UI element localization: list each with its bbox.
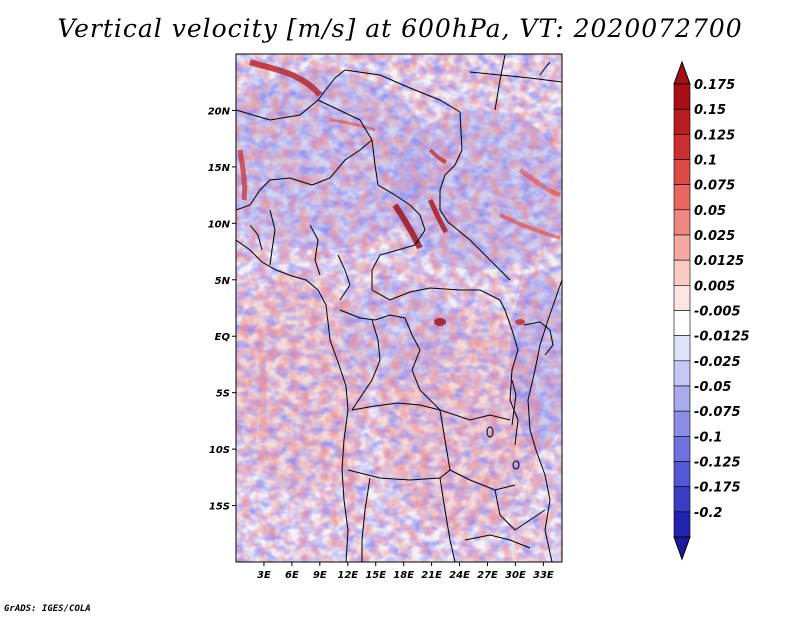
colorbar-label: 0.175	[694, 78, 735, 93]
lon-tick-label: 15E	[365, 570, 386, 581]
colorbar-label: -0.2	[694, 506, 722, 521]
colorbar-label: -0.125	[694, 456, 741, 471]
colorbar-swatch	[673, 410, 691, 437]
chart-title: Vertical velocity [m/s] at 600hPa, VT: 2…	[57, 14, 743, 43]
colorbar-swatch	[673, 83, 691, 110]
lat-tick-label: EQ	[215, 332, 231, 343]
colorbar-label: 0.075	[694, 179, 735, 194]
velocity-field	[236, 54, 562, 562]
lon-tick-label: 27E	[477, 570, 498, 581]
colorbar-swatch	[673, 209, 691, 236]
colorbar-label: -0.1	[694, 430, 722, 445]
lon-tick-label: 12E	[337, 570, 358, 581]
colorbar-swatch	[673, 159, 691, 185]
colorbar-label: 0.15	[694, 103, 726, 118]
colorbar-swatch	[673, 335, 691, 362]
lat-tick-label: 10S	[209, 445, 230, 456]
lon-tick-label: 21E	[421, 570, 442, 581]
lat-tick-label: 20N	[208, 106, 231, 117]
colorbar-label: 0.025	[694, 229, 735, 244]
colorbar-label: 0.125	[694, 128, 735, 143]
colorbar-swatch	[673, 184, 691, 211]
colorbar-swatch	[673, 360, 691, 387]
lon-tick-label: 33E	[533, 570, 554, 581]
latitude-ticks: 20N 15N 10N 5N EQ 5S 10S 15S	[208, 106, 236, 513]
colorbar-swatch	[673, 385, 691, 412]
colorbar-label: 0.05	[694, 204, 726, 219]
colorbar-swatch	[673, 486, 691, 513]
colorbar-label: 0.1	[694, 154, 717, 169]
lon-tick-label: 18E	[393, 570, 414, 581]
lat-tick-label: 5N	[215, 276, 231, 287]
colorbar-swatch	[673, 108, 691, 135]
colorbar-swatch	[673, 461, 691, 487]
colorbar-swatch	[673, 511, 691, 538]
colorbar-swatch	[673, 234, 691, 261]
colorbar-label: -0.005	[694, 305, 741, 320]
longitude-ticks: 3E 6E 9E 12E 15E 18E 21E 24E 27E 30E 33E	[257, 562, 554, 581]
colorbar-bottom-triangle	[673, 536, 691, 561]
colorbar-swatch	[673, 134, 691, 160]
lat-tick-label: 5S	[216, 389, 230, 400]
colorbar-label: -0.175	[694, 481, 741, 496]
grads-credit: GrADS: IGES/COLA	[4, 604, 91, 614]
map-frame	[235, 53, 563, 563]
lat-tick-label: 15S	[209, 502, 230, 513]
colorbar: 0.175 0.15 0.125 0.1 0.075 0.05 0.025 0.0125 0.0…	[673, 60, 750, 561]
colorbar-label: -0.075	[694, 405, 741, 420]
lon-tick-label: 24E	[449, 570, 470, 581]
lon-tick-label: 9E	[313, 570, 327, 581]
lat-tick-label: 10N	[208, 219, 231, 230]
colorbar-label: 0.0125	[694, 254, 744, 269]
colorbar-swatch	[673, 259, 691, 286]
colorbar-swatch	[673, 285, 691, 311]
colorbar-label: -0.0125	[694, 330, 750, 345]
lon-tick-label: 6E	[285, 570, 299, 581]
country-borders	[236, 54, 562, 562]
lon-tick-label: 30E	[505, 570, 526, 581]
colorbar-label: 0.005	[694, 279, 735, 294]
lon-tick-label: 3E	[257, 570, 271, 581]
colorbar-swatch	[673, 310, 691, 336]
colorbar-swatch	[673, 436, 691, 462]
lat-tick-label: 15N	[208, 163, 231, 174]
colorbar-top-triangle	[673, 60, 691, 85]
colorbar-label: -0.025	[694, 355, 741, 370]
colorbar-label: -0.05	[694, 380, 731, 395]
